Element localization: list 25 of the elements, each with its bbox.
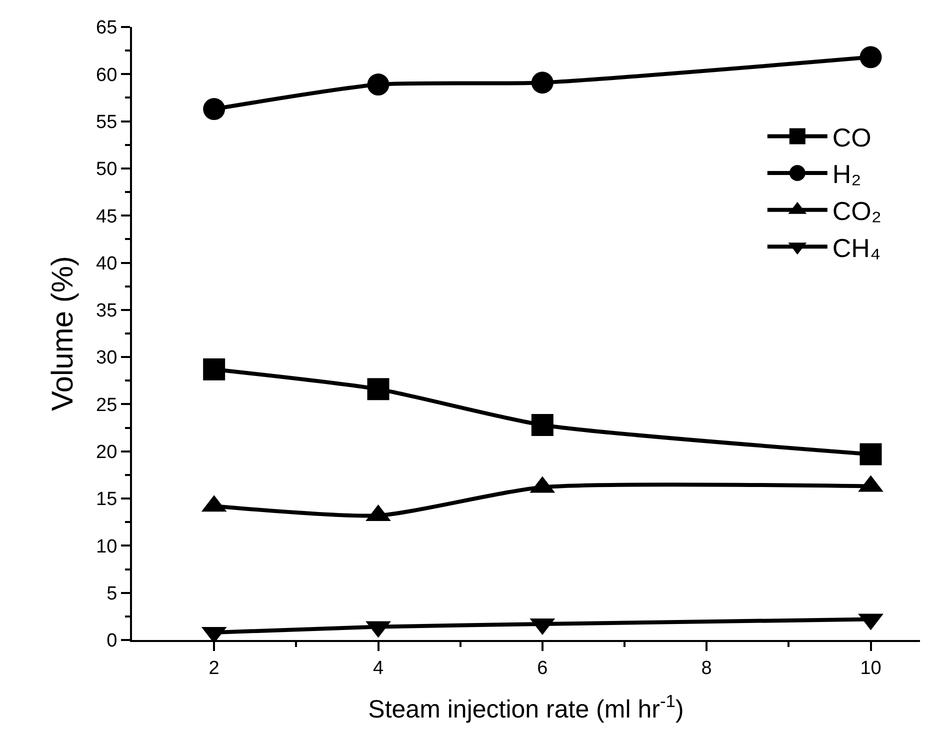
x-tick-label: 8: [701, 658, 712, 679]
y-tick-label: 45: [96, 206, 118, 228]
legend-label: CH₄: [832, 232, 881, 263]
y-tick-label: 10: [96, 536, 118, 558]
y-tick-label: 15: [96, 489, 118, 510]
y-tick-label: 35: [96, 300, 118, 322]
y-tick-label: 5: [106, 584, 118, 604]
x-tick-label: 6: [537, 658, 548, 679]
y-tick-label: 65: [96, 18, 118, 39]
y-tick-label: 50: [96, 159, 118, 180]
legend-label: CO: [832, 122, 872, 152]
legend-label: H₂: [832, 159, 862, 190]
y-tick-label: 60: [96, 64, 118, 86]
y-tick-label: 20: [96, 442, 118, 464]
y-tick-label: 25: [96, 394, 118, 416]
y-tick-label: 0: [106, 630, 118, 652]
x-axis-title: Steam injection rate (ml hr$^{-1}$): [368, 690, 684, 724]
y-tick-label: 40: [96, 253, 118, 274]
x-tick-label: 4: [372, 658, 384, 679]
y-tick-label: 55: [96, 112, 118, 133]
x-tick-label: 10: [860, 658, 882, 679]
y-tick-label: 30: [96, 348, 118, 369]
legend-label: CO₂: [832, 196, 882, 226]
y-axis-title: Volume (%): [46, 256, 80, 412]
x-tick-label: 2: [208, 658, 220, 679]
